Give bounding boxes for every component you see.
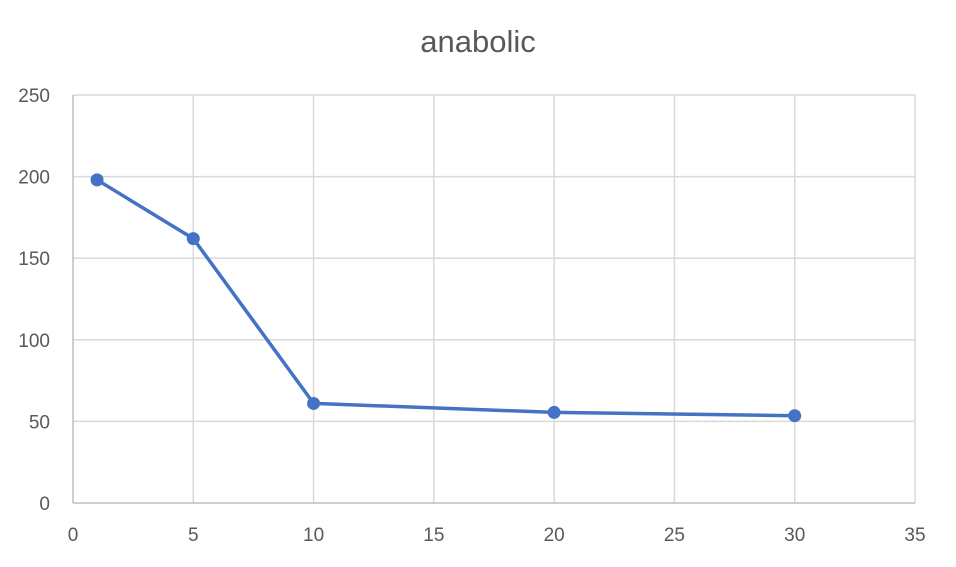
y-tick-label: 150	[18, 249, 50, 270]
x-tick-label: 15	[423, 525, 444, 546]
x-tick-label: 35	[904, 525, 925, 546]
data-point	[186, 232, 200, 246]
y-tick-label: 50	[29, 412, 50, 433]
y-tick-label: 200	[18, 168, 50, 189]
data-point	[788, 409, 802, 423]
y-tick-label: 100	[18, 331, 50, 352]
data-point	[307, 396, 321, 410]
x-tick-label: 10	[303, 525, 324, 546]
grid-layer	[73, 94, 916, 503]
y-tick-label: 250	[18, 86, 50, 107]
chart-title: anabolic	[420, 24, 535, 59]
series-layer	[90, 173, 802, 423]
x-tick-label: 20	[544, 525, 565, 546]
y-tick-label: 0	[39, 494, 50, 515]
x-tick-label: 0	[68, 525, 79, 546]
x-tick-label: 25	[664, 525, 685, 546]
axis-layer: 0 50 100 150 200 250 0 5 10 15 20 25 30 35	[18, 86, 925, 546]
x-tick-label: 30	[784, 525, 805, 546]
x-tick-label: 5	[188, 525, 199, 546]
data-point	[547, 405, 561, 419]
data-point	[90, 173, 104, 187]
